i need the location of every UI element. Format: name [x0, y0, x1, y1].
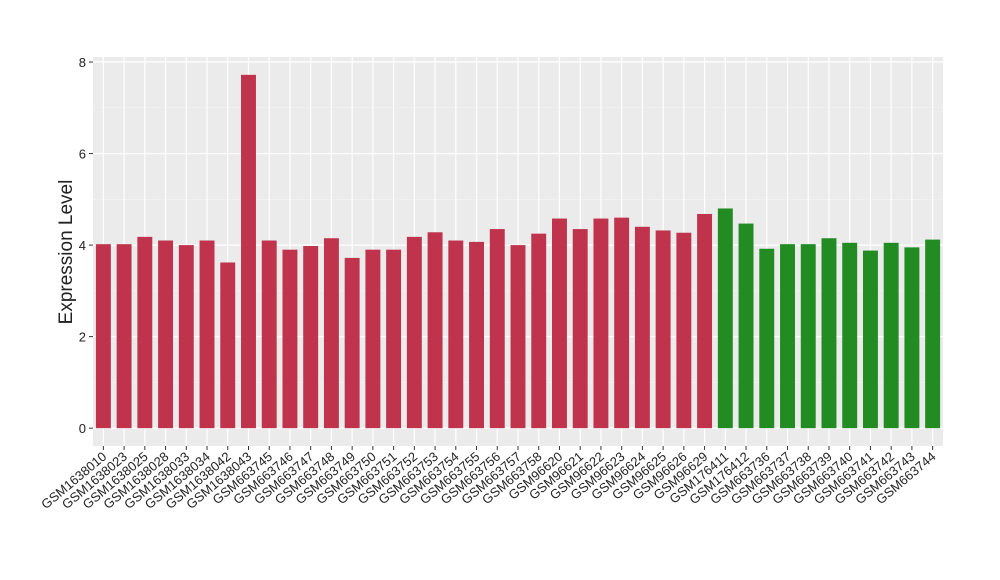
bar: [448, 240, 464, 429]
bar: [116, 244, 132, 429]
y-tick-label: 8: [79, 55, 86, 70]
bar: [469, 241, 484, 429]
bar: [137, 236, 153, 429]
bar: [780, 244, 795, 429]
bar: [800, 244, 816, 429]
bar: [925, 239, 941, 429]
bar: [95, 244, 111, 429]
bar: [552, 218, 567, 429]
bar: [904, 247, 920, 429]
bar: [386, 249, 402, 429]
bar: [697, 213, 713, 429]
bar: [717, 208, 733, 429]
bar: [738, 223, 754, 429]
bar: [614, 217, 630, 429]
bar: [282, 249, 298, 429]
y-tick-label: 0: [79, 421, 86, 436]
bar: [655, 230, 671, 429]
bar: [323, 238, 339, 429]
bar: [489, 229, 505, 429]
bar: [883, 242, 899, 429]
bar: [158, 240, 174, 429]
bar: [178, 245, 194, 429]
bar: [821, 238, 837, 429]
bar: [220, 262, 236, 429]
bar: [862, 250, 878, 429]
bar: [510, 245, 526, 429]
bar: [676, 232, 692, 429]
bar: [241, 74, 256, 429]
y-tick-label: 2: [79, 330, 86, 345]
bar: [344, 257, 360, 429]
y-axis-label: Expression Level: [56, 180, 77, 325]
bar: [365, 249, 381, 429]
bar: [199, 240, 215, 429]
bar: [531, 233, 547, 429]
bar: [261, 240, 277, 429]
bar: [572, 229, 588, 429]
bar: [406, 236, 422, 429]
y-tick-label: 4: [79, 238, 86, 253]
bar: [759, 248, 775, 429]
bar: [842, 242, 858, 429]
bar: [303, 246, 319, 429]
bar: [427, 232, 443, 429]
y-tick-label: 6: [79, 147, 86, 162]
bar: [593, 218, 609, 429]
bar: [634, 226, 650, 429]
